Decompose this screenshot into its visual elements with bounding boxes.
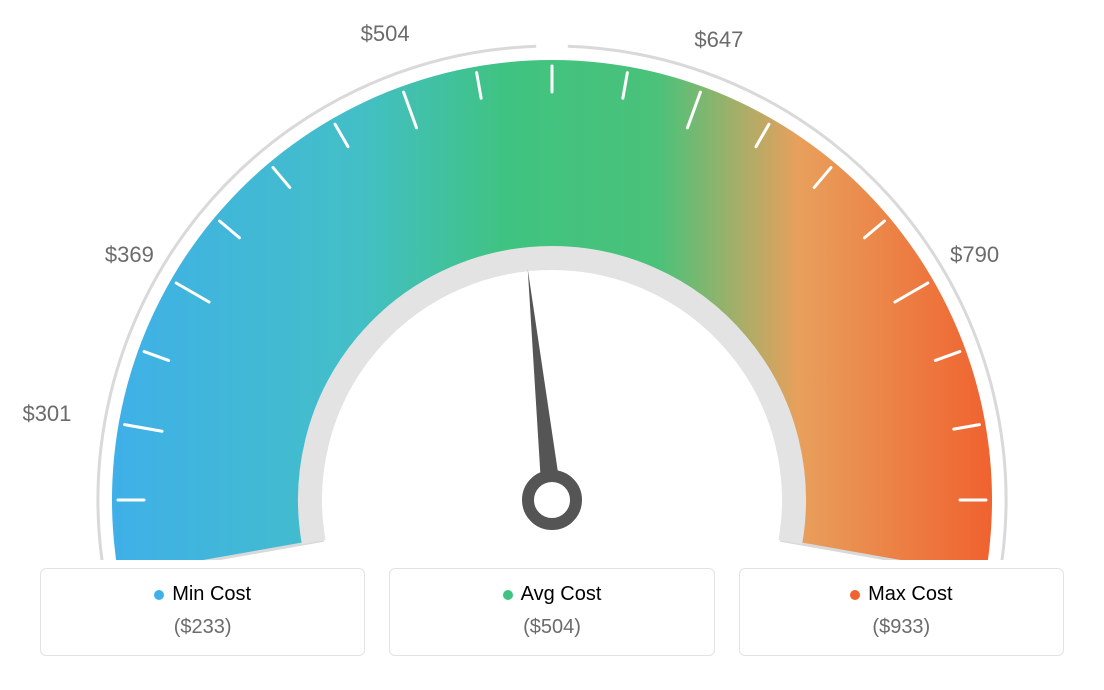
legend-min-label: Min Cost <box>172 583 251 606</box>
legend-min-value: ($233) <box>51 616 354 639</box>
legend-avg-title: Avg Cost <box>503 583 602 606</box>
cost-gauge-widget: $233$301$369$504$647$790$933 Min Cost ($… <box>0 0 1104 690</box>
dot-icon <box>154 590 164 600</box>
legend-row: Min Cost ($233) Avg Cost ($504) Max Cost… <box>0 568 1104 656</box>
legend-avg-label: Avg Cost <box>521 583 602 606</box>
legend-max-label: Max Cost <box>868 583 952 606</box>
gauge-tick-label: $301 <box>22 401 71 426</box>
legend-max-value: ($933) <box>750 616 1053 639</box>
gauge-chart: $233$301$369$504$647$790$933 <box>0 0 1104 560</box>
dot-icon <box>503 590 513 600</box>
legend-max-title: Max Cost <box>850 583 952 606</box>
gauge-tick-label: $647 <box>694 27 743 52</box>
legend-avg-value: ($504) <box>400 616 703 639</box>
legend-min-card: Min Cost ($233) <box>40 568 365 656</box>
gauge-tick-label: $790 <box>950 242 999 267</box>
gauge-svg: $233$301$369$504$647$790$933 <box>0 0 1104 560</box>
dot-icon <box>850 590 860 600</box>
legend-min-title: Min Cost <box>154 583 251 606</box>
gauge-tick-label: $504 <box>361 21 410 46</box>
gauge-tick-label: $369 <box>105 242 154 267</box>
legend-avg-card: Avg Cost ($504) <box>389 568 714 656</box>
legend-max-card: Max Cost ($933) <box>739 568 1064 656</box>
